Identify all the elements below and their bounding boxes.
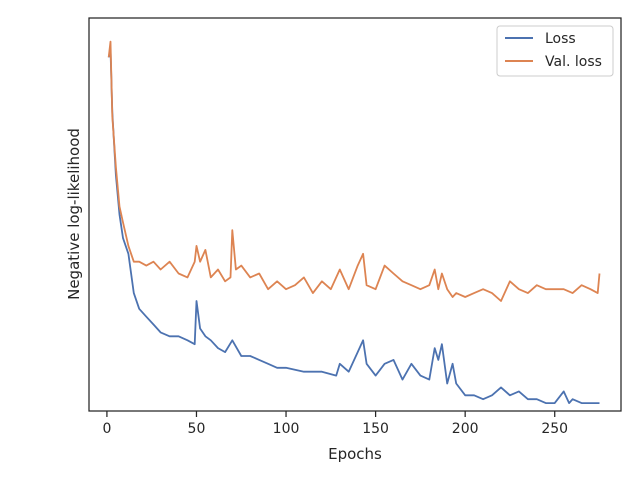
x-tick-label: 100 <box>273 421 300 437</box>
x-tick-label: 150 <box>362 421 389 437</box>
x-axis: 0 50 100 150 200 250 <box>102 411 568 437</box>
x-tick-label: 250 <box>541 421 568 437</box>
y-axis-label: Negative log-likelihood <box>65 128 83 300</box>
x-tick-label: 0 <box>102 421 111 437</box>
legend-label-val-loss: Val. loss <box>545 54 602 70</box>
x-tick-label: 200 <box>452 421 479 437</box>
series-line-loss <box>107 48 600 405</box>
series-line-val-loss <box>107 40 601 302</box>
x-tick-label: 50 <box>188 421 206 437</box>
plot-area <box>107 40 601 405</box>
x-axis-label: Epochs <box>328 445 382 463</box>
legend: Loss Val. loss <box>496 25 614 77</box>
legend-label-loss: Loss <box>545 31 576 47</box>
plot-frame <box>88 17 622 412</box>
